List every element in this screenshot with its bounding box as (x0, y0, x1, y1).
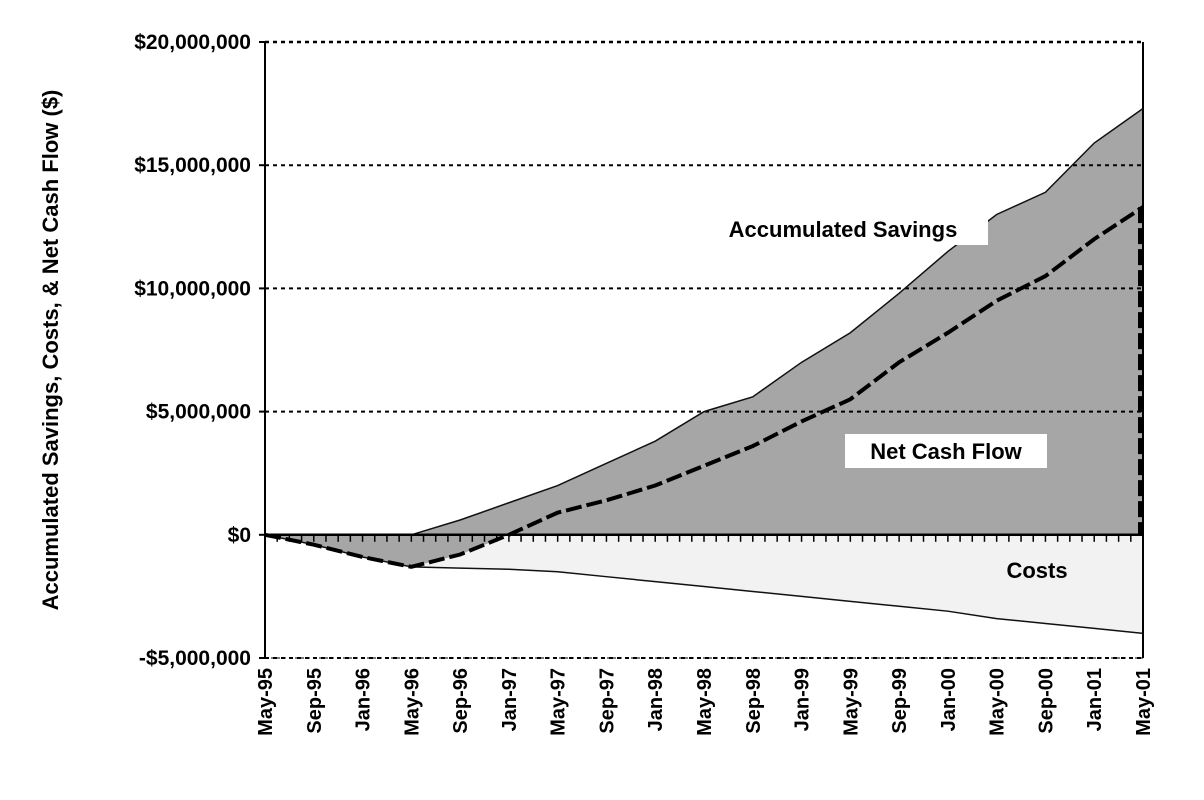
x-tick-label-17: Jan-01 (1084, 668, 1106, 731)
y-tick-label-4: $15,000,000 (134, 154, 251, 177)
x-tick-label-4: Sep-96 (450, 668, 472, 734)
annotation-bg-net-cash-flow (845, 434, 1047, 468)
x-tick-label-11: Jan-99 (792, 668, 814, 731)
x-tick-label-14: Jan-00 (938, 668, 960, 731)
x-tick-label-12: May-99 (840, 668, 862, 736)
y-axis-title: Accumulated Savings, Costs, & Net Cash F… (38, 90, 63, 611)
x-tick-label-0: May-95 (255, 668, 277, 736)
y-tick-label-0: -$5,000,000 (139, 647, 251, 670)
net-cash-flow-line (264, 205, 1145, 569)
x-tick-label-7: Sep-97 (596, 668, 618, 734)
plot-areas (265, 108, 1143, 634)
annotation-net-cash-flow: Net Cash Flow (870, 439, 1022, 464)
x-tick-label-10: Sep-98 (743, 668, 765, 734)
y-tick-labels: -$5,000,000 $0 $5,000,000 $10,000,000 $15,00… (134, 31, 251, 670)
y-tick-label-1: $0 (228, 524, 251, 547)
annotation-bg-accumulated-savings (702, 213, 988, 245)
net-cash-flow-area (265, 207, 1143, 567)
x-tick-label-16: Sep-00 (1035, 668, 1057, 734)
axes (259, 41, 1144, 659)
x-tick-label-8: Jan-98 (645, 668, 667, 731)
x-tick-label-6: May-97 (548, 668, 570, 736)
x-tick-label-3: May-96 (401, 668, 423, 736)
x-tick-label-15: May-00 (987, 668, 1009, 736)
x-tick-label-5: Jan-97 (499, 668, 521, 731)
annotation-costs: Costs (1006, 558, 1067, 583)
x-tick-labels: May-95 Sep-95 Jan-96 May-96 Sep-96 Jan-97 May-… (255, 668, 1155, 736)
x-tick-label-9: May-98 (694, 668, 716, 736)
y-tick-label-5: $20,000,000 (134, 31, 251, 54)
x-tick-label-2: Jan-96 (353, 668, 375, 731)
annotation-accumulated-savings: Accumulated Savings (729, 217, 958, 242)
y-tick-label-2: $5,000,000 (146, 401, 251, 424)
x-tick-label-1: Sep-95 (304, 668, 326, 734)
x-tick-label-13: Sep-99 (889, 668, 911, 734)
y-tick-label-3: $10,000,000 (134, 277, 251, 300)
x-tick-label-18: May-01 (1133, 668, 1155, 736)
